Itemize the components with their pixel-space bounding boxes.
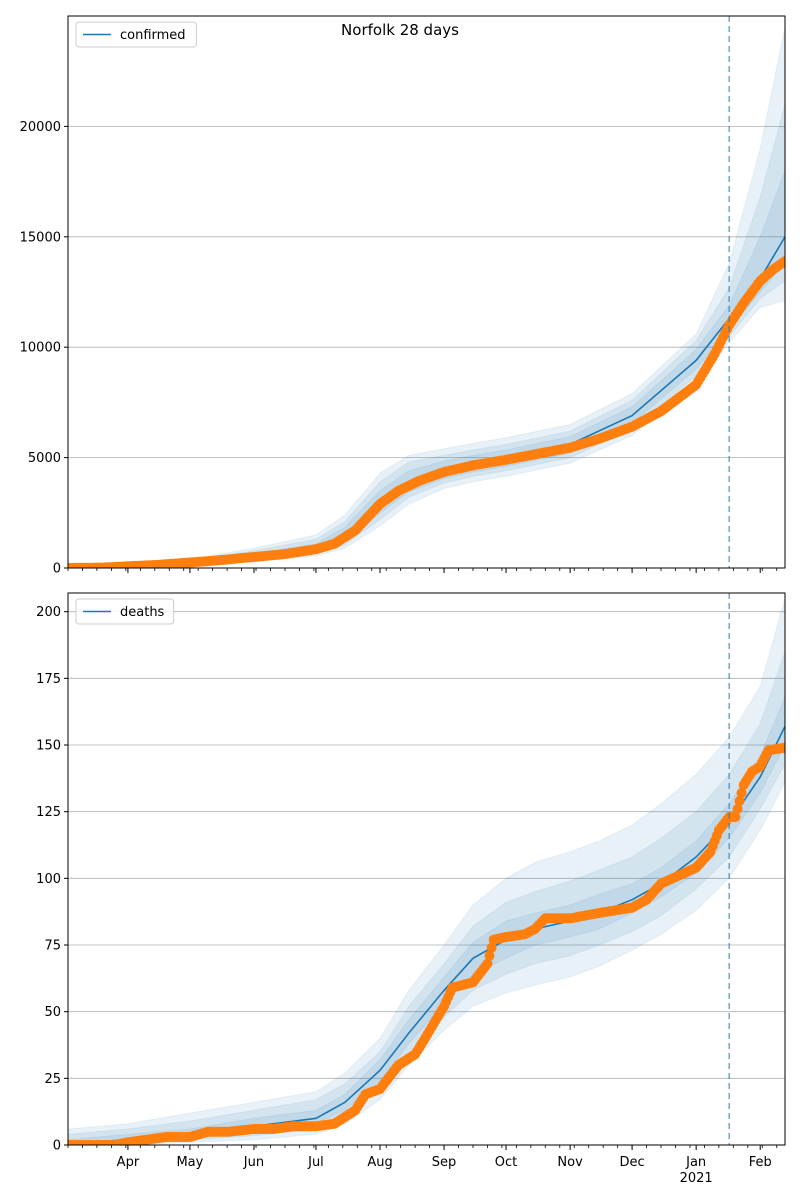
observed-points (68, 256, 785, 568)
x-tick-label: Jul (307, 1155, 324, 1170)
legend-label: confirmed (120, 28, 186, 43)
y-tick-label: 150 (36, 739, 61, 754)
y-tick-label: 200 (36, 605, 61, 620)
legend: confirmed (75, 21, 197, 48)
observed-point (486, 942, 497, 953)
legend-box (75, 598, 175, 625)
x-tick-label: Oct (495, 1155, 517, 1170)
y-tick-label: 5000 (28, 451, 61, 466)
y-tick-label: 75 (44, 939, 61, 954)
y-tick-label: 50 (44, 1005, 61, 1020)
x-tick-label: Jan (685, 1155, 706, 1170)
observed-point (736, 788, 747, 798)
chart-panel-1: 0 5000 10000 15000 20000 confirmed (20, 15, 786, 577)
x-tick-label: Jun (243, 1155, 264, 1170)
y-tick-label: 100 (36, 872, 61, 887)
observed-point (732, 804, 743, 814)
legend-box (75, 21, 197, 48)
figure-title: Norfolk 28 days (341, 21, 459, 39)
observed-point (482, 958, 493, 969)
y-tick-label: 20000 (20, 120, 61, 135)
x-tick-label: Nov (557, 1155, 583, 1170)
x-tick-label: Apr (117, 1155, 140, 1170)
model-line (68, 725, 785, 1145)
uncertainty-band-2 (68, 104, 785, 568)
uncertainty-band-2 (68, 651, 785, 1145)
axes-frame (67, 15, 786, 569)
observed-point (734, 796, 745, 806)
x-tick-label: Sep (432, 1155, 457, 1170)
y-tick-label: 10000 (20, 341, 61, 356)
x-tick-label: Feb (749, 1155, 772, 1170)
y-tick-label: 0 (53, 562, 61, 577)
axes-frame (67, 592, 786, 1146)
y-tick-label: 125 (36, 805, 61, 820)
legend: deaths (75, 598, 175, 625)
y-tick-label: 25 (44, 1072, 61, 1087)
x-tick-label: Aug (367, 1155, 392, 1170)
observed-point (780, 742, 785, 753)
x-tick-label: May (176, 1155, 203, 1170)
chart-panel-2: 0 25 50 75 100 125 150 175 200 Apr May Jun Jul Aug Sep… (36, 592, 786, 1186)
observed-points (68, 742, 785, 1145)
observed-point (730, 812, 741, 822)
x-year-label: 2021 (680, 1171, 713, 1186)
plot-area (68, 598, 785, 1145)
y-tick-label: 175 (36, 672, 61, 687)
x-tick-label: Dec (620, 1155, 645, 1170)
y-tick-label: 15000 (20, 230, 61, 245)
plot-area (68, 26, 785, 568)
observed-point (484, 950, 495, 961)
observed-point (780, 256, 785, 267)
uncertainty-band-3 (68, 170, 785, 568)
y-tick-label: 0 (53, 1139, 61, 1154)
legend-label: deaths (120, 605, 165, 620)
